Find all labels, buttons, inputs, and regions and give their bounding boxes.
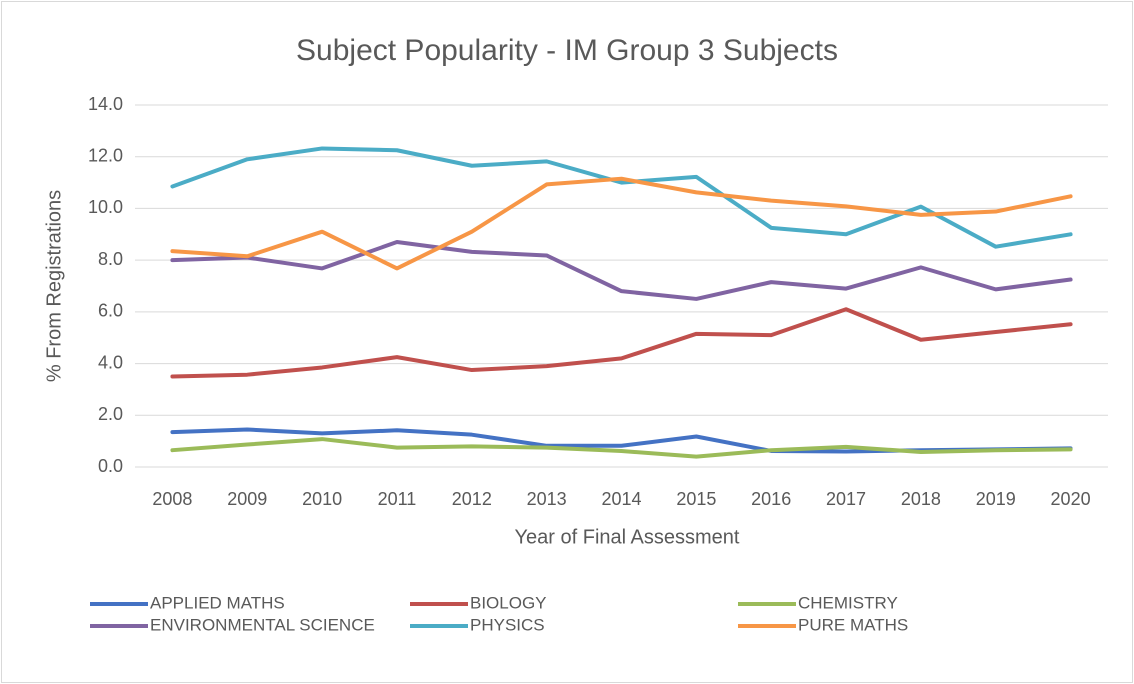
legend-label: ENVIRONMENTAL SCIENCE	[150, 615, 375, 634]
x-tick-label: 2009	[227, 489, 267, 509]
y-tick-label: 2.0	[98, 404, 123, 424]
x-tick-label: 2018	[901, 489, 941, 509]
x-tick-label: 2008	[152, 489, 192, 509]
y-tick-label: 0.0	[98, 456, 123, 476]
x-axis-label: Year of Final Assessment	[515, 526, 740, 548]
x-tick-label: 2020	[1051, 489, 1091, 509]
y-tick-label: 4.0	[98, 352, 123, 372]
x-tick-label: 2010	[302, 489, 342, 509]
legend-label: BIOLOGY	[470, 593, 547, 612]
x-tick-label: 2013	[527, 489, 567, 509]
series-line	[170, 176, 1073, 271]
legend-label: PHYSICS	[470, 615, 545, 634]
y-tick-label: 8.0	[98, 249, 123, 269]
series-line	[170, 146, 1073, 249]
series-line	[170, 437, 1073, 459]
y-tick-label: 6.0	[98, 301, 123, 321]
x-tick-label: 2016	[751, 489, 791, 509]
y-axis-label: % From Registrations	[43, 190, 65, 382]
x-tick-label: 2014	[601, 489, 641, 509]
legend-label: PURE MATHS	[798, 615, 908, 634]
x-tick-label: 2019	[976, 489, 1016, 509]
x-tick-label: 2011	[378, 489, 417, 509]
y-tick-label: 14.0	[88, 94, 123, 114]
x-tick-label: 2017	[826, 489, 866, 509]
y-tick-label: 10.0	[88, 197, 123, 217]
series-line	[170, 240, 1073, 301]
chart-title: Subject Popularity - IM Group 3 Subjects	[296, 34, 838, 67]
x-tick-label: 2012	[452, 489, 492, 509]
y-tick-label: 12.0	[88, 145, 123, 165]
legend-label: CHEMISTRY	[798, 593, 898, 612]
series-line	[170, 307, 1073, 379]
x-tick-label: 2015	[676, 489, 716, 509]
legend-label: APPLIED MATHS	[150, 593, 285, 612]
